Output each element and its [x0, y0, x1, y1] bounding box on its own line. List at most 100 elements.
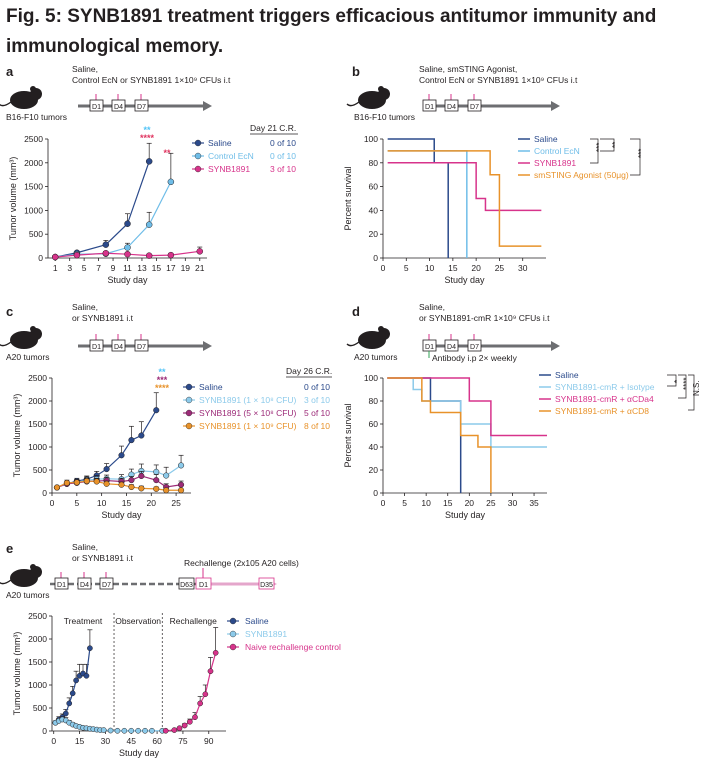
- data-point: [167, 251, 175, 259]
- legend-label: SYNB1891: [245, 629, 287, 639]
- day-label-D1: D1: [425, 344, 434, 351]
- data-point: [162, 727, 169, 734]
- mouse-icon: [0, 326, 42, 349]
- x-tick-label: 0: [381, 498, 386, 508]
- legend-marker: [185, 422, 193, 430]
- data-point: [103, 480, 110, 487]
- data-point: [138, 485, 145, 492]
- cr-value: 8 of 10: [304, 421, 330, 431]
- survival-line: [387, 377, 462, 493]
- data-point: [153, 407, 160, 414]
- mouse-tail: [346, 341, 360, 347]
- data-point: [102, 249, 110, 257]
- mouse-ear: [30, 564, 36, 570]
- data-point: [114, 727, 121, 734]
- x-tick-label: 90: [204, 736, 214, 746]
- data-point: [167, 178, 175, 186]
- data-point: [145, 221, 153, 228]
- figure-title: Fig. 5: SYNB1891 treatment triggers effi…: [6, 6, 657, 57]
- panel-letter: d: [352, 304, 360, 319]
- cr-value: 5 of 10: [304, 408, 330, 418]
- significance-stars: **: [158, 367, 166, 377]
- data-point: [102, 241, 110, 248]
- day-label: D1: [199, 582, 208, 589]
- x-axis-title: Study day: [119, 748, 160, 758]
- day-label-D1: D1: [92, 104, 101, 111]
- x-axis-title: Study day: [444, 275, 485, 285]
- day-label: D4: [80, 582, 89, 589]
- day-label: D35: [260, 582, 273, 589]
- data-point: [138, 432, 145, 439]
- cr-value: 0 of 10: [270, 138, 296, 148]
- data-point: [73, 479, 80, 486]
- mouse-ear: [30, 326, 36, 332]
- data-point: [124, 244, 131, 251]
- x-tick-label: 20: [471, 263, 481, 273]
- y-tick-label: 1000: [24, 205, 43, 215]
- survival-line: [387, 150, 542, 247]
- treatment-text: Saline,: [419, 302, 445, 312]
- y-tick-label: 0: [42, 726, 47, 736]
- x-tick-label: 15: [122, 498, 132, 508]
- treatment-text: Saline, smSTING Agonist,: [419, 64, 517, 74]
- data-point: [124, 250, 131, 258]
- data-point: [128, 483, 135, 491]
- data-point: [128, 477, 135, 484]
- data-point: [93, 478, 100, 485]
- series-line: [55, 161, 150, 258]
- panel-letter: a: [6, 64, 14, 79]
- y-tick-label: 500: [33, 465, 47, 475]
- y-axis-title: Tumor volume (mm³): [8, 157, 18, 241]
- significance-stars: **: [163, 148, 171, 158]
- panel-letter: c: [6, 304, 13, 319]
- legend-marker: [229, 630, 237, 638]
- x-tick-label: 30: [508, 498, 518, 508]
- panel-a: a Saline,Control EcN or SYNB1891 1×10⁹ CF…: [0, 64, 298, 285]
- data-point: [163, 472, 170, 479]
- legend-marker: [185, 409, 193, 417]
- y-tick-label: 1000: [28, 442, 47, 452]
- data-point: [178, 481, 185, 488]
- y-tick-label: 100: [364, 134, 378, 144]
- mouse-ear: [378, 326, 384, 332]
- day-box: [89, 339, 104, 352]
- x-tick-label: 15: [443, 498, 453, 508]
- data-point: [171, 727, 178, 733]
- day-box: [258, 577, 275, 590]
- panel-letter: e: [6, 541, 13, 556]
- sig-bracket: [678, 374, 687, 399]
- x-tick-label: 10: [421, 498, 431, 508]
- data-point: [83, 672, 90, 679]
- x-tick-label: 13: [137, 263, 147, 273]
- sig-stars: ****: [682, 378, 691, 390]
- day-label-D4: D4: [114, 344, 123, 351]
- sig-bracket: [600, 138, 615, 152]
- mouse-tail: [0, 341, 12, 347]
- day-box: [178, 577, 195, 590]
- series-line: [55, 181, 172, 258]
- x-tick-label: 5: [74, 498, 79, 508]
- y-tick-label: 2500: [28, 611, 47, 621]
- legend-label: SYNB1891-cmR + αCD8: [555, 406, 649, 416]
- x-tick-label: 20: [465, 498, 475, 508]
- mouse-tail: [346, 101, 360, 107]
- rechallenge-label: Rechallenge (2x105 A20 cells): [184, 558, 299, 568]
- x-tick-label: 5: [402, 498, 407, 508]
- treatment-text: or SYNB1891-cmR 1×10⁹ CFUs i.t: [419, 313, 550, 323]
- x-axis-title: Study day: [101, 510, 142, 520]
- treatment-text: or SYNB1891 i.t: [72, 313, 134, 323]
- data-point: [87, 645, 93, 652]
- data-point: [51, 253, 59, 261]
- y-tick-label: 2000: [28, 634, 47, 644]
- y-tick-label: 0: [373, 253, 378, 263]
- y-tick-label: 0: [373, 488, 378, 498]
- antibody-label: Antibody i.p 2× weekly: [432, 353, 518, 363]
- y-tick-label: 500: [33, 703, 47, 713]
- sig-stars: ***: [637, 149, 646, 158]
- x-tick-label: 75: [178, 736, 188, 746]
- x-tick-label: 15: [75, 736, 85, 746]
- x-tick-label: 19: [181, 263, 191, 273]
- y-axis-title: Percent survival: [343, 166, 353, 230]
- tumor-label: B16-F10 tumors: [6, 112, 67, 122]
- day-box: [134, 99, 149, 112]
